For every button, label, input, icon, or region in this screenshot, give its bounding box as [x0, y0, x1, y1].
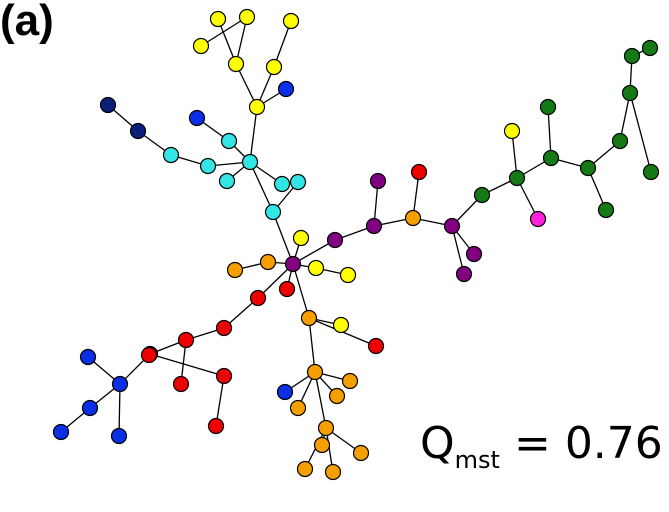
tree-node-purple — [455, 265, 473, 283]
tree-node-yellow — [282, 12, 300, 30]
tree-node-blue — [52, 423, 70, 441]
tree-edge — [619, 92, 631, 142]
tree-node-cyan — [199, 157, 217, 175]
tree-node-orange — [324, 463, 342, 481]
tree-edge — [249, 106, 258, 163]
tree-node-yellow — [192, 37, 210, 55]
tree-node-cyan — [289, 173, 307, 191]
tree-node-red — [140, 346, 158, 364]
tree-node-orange — [341, 372, 359, 390]
tree-node-purple — [284, 255, 302, 273]
tree-edge — [200, 16, 248, 47]
tree-node-cyan — [218, 172, 236, 190]
tree-node-red — [172, 375, 190, 393]
tree-node-red — [410, 163, 428, 181]
tree-node-purple — [365, 217, 383, 235]
metric-subscript: mst — [454, 446, 500, 474]
tree-node-orange — [296, 460, 314, 478]
tree-node-red — [215, 319, 233, 337]
tree-node-orange — [328, 387, 346, 405]
tree-node-green — [542, 149, 560, 167]
tree-node-yellow — [307, 259, 325, 277]
tree-node-blue — [188, 109, 206, 127]
tree-edge — [314, 371, 327, 429]
tree-node-blue — [276, 383, 294, 401]
tree-node-cyan — [264, 203, 282, 221]
metric-annotation: Qmst = 0.76 — [420, 418, 663, 474]
tree-node-yellow — [339, 266, 357, 284]
panel-label: (a) — [0, 0, 54, 45]
node-layer — [52, 8, 660, 481]
tree-node-darkblue — [99, 96, 117, 114]
tree-node-blue — [110, 427, 128, 445]
tree-edge — [249, 161, 274, 213]
tree-node-green — [611, 132, 629, 150]
tree-node-blue — [79, 348, 97, 366]
tree-node-purple — [369, 172, 387, 190]
tree-node-yellow — [248, 98, 266, 116]
tree-node-blue — [277, 80, 295, 98]
tree-node-orange — [300, 309, 318, 327]
tree-node-green — [579, 159, 597, 177]
tree-edge — [272, 211, 294, 265]
tree-node-red — [215, 367, 233, 385]
tree-node-green — [642, 163, 660, 181]
tree-edge — [149, 353, 225, 377]
tree-node-orange — [313, 436, 331, 454]
tree-node-red — [367, 337, 385, 355]
tree-edge — [215, 375, 225, 427]
tree-edge — [273, 20, 292, 68]
tree-node-purple — [465, 245, 483, 263]
tree-edge — [451, 225, 465, 275]
tree-node-yellow — [292, 229, 310, 247]
metric-value: 0.76 — [564, 418, 663, 469]
tree-node-green — [508, 169, 526, 187]
tree-node-orange — [289, 399, 307, 417]
tree-node-orange — [226, 261, 244, 279]
tree-edge — [629, 92, 652, 173]
tree-node-darkblue — [129, 122, 147, 140]
tree-node-yellow — [332, 316, 350, 334]
tree-node-yellow — [265, 58, 283, 76]
tree-node-green — [539, 98, 557, 116]
edge-layer — [60, 16, 652, 473]
metric-equals: = — [513, 418, 551, 469]
tree-node-green — [621, 84, 639, 102]
tree-node-red — [249, 289, 267, 307]
tree-node-cyan — [273, 175, 291, 193]
tree-edge — [292, 263, 310, 319]
tree-edge — [118, 383, 121, 437]
tree-node-green — [473, 186, 491, 204]
tree-node-yellow — [209, 10, 227, 28]
tree-node-yellow — [227, 55, 245, 73]
tree-node-orange — [404, 209, 422, 227]
tree-node-orange — [306, 363, 324, 381]
tree-node-blue — [81, 399, 99, 417]
tree-node-yellow — [503, 122, 521, 140]
tree-node-green — [597, 201, 615, 219]
tree-node-magenta — [529, 210, 547, 228]
tree-node-orange — [352, 444, 370, 462]
tree-edge — [257, 263, 294, 299]
tree-node-purple — [326, 231, 344, 249]
tree-node-green — [623, 47, 641, 65]
tree-node-cyan — [220, 132, 238, 150]
tree-node-red — [278, 280, 296, 298]
tree-node-orange — [317, 419, 335, 437]
tree-node-green — [641, 39, 659, 57]
tree-node-cyan — [162, 146, 180, 164]
tree-node-cyan — [241, 153, 259, 171]
tree-edge — [547, 106, 552, 159]
tree-node-red — [177, 331, 195, 349]
tree-node-blue — [111, 375, 129, 393]
tree-node-purple — [443, 217, 461, 235]
tree-edge — [308, 317, 316, 373]
tree-node-yellow — [238, 8, 256, 26]
tree-node-red — [207, 417, 225, 435]
tree-node-orange — [259, 253, 277, 271]
metric-symbol: Q — [420, 418, 455, 469]
